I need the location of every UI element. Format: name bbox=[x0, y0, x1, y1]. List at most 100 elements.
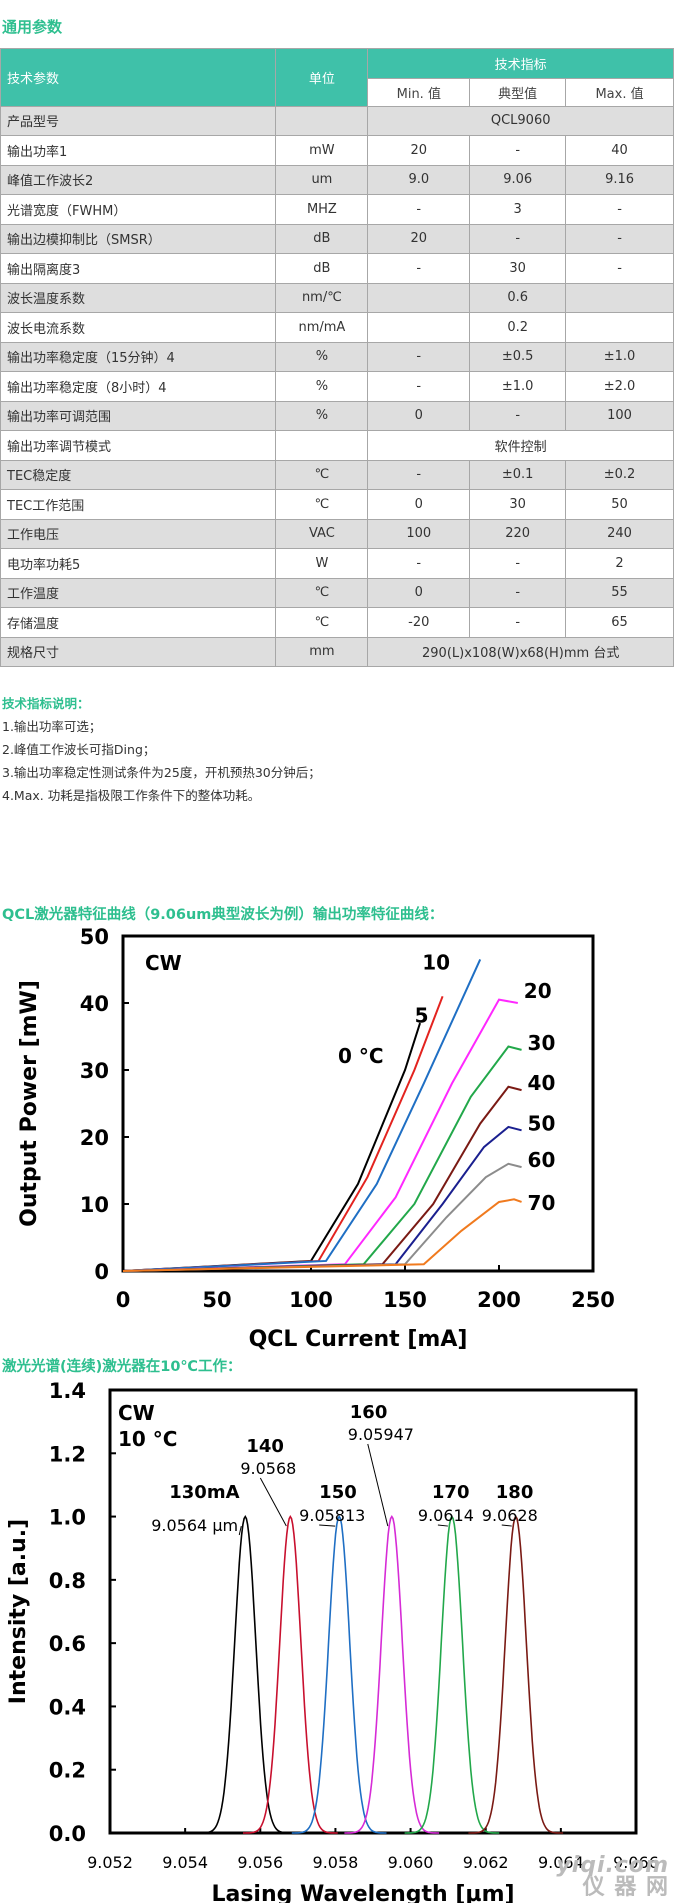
param-min: - bbox=[367, 341, 471, 372]
y-tick-label: 30 bbox=[80, 1059, 109, 1083]
unit-header: 单位 bbox=[275, 48, 369, 107]
temp-label: 10 °C bbox=[118, 1427, 177, 1451]
leader-line bbox=[437, 1524, 448, 1527]
x-tick-label: 9.064 bbox=[538, 1853, 584, 1872]
x-tick-label: 50 bbox=[202, 1288, 231, 1312]
x-tick-label: 150 bbox=[383, 1288, 427, 1312]
spectrum-chart: 9.052 9.054 9.056 9.058 9.060 9.062 9.064 9.066… bbox=[6, 1379, 659, 1903]
mode-label: CW bbox=[145, 951, 182, 975]
series-label: 10 bbox=[422, 950, 450, 974]
table-row: 电功率功耗5 W - -2 bbox=[0, 548, 674, 579]
param-unit: % bbox=[275, 400, 369, 431]
param-name: 输出功率1 bbox=[0, 135, 277, 166]
chart2-title: 激光光谱(连续)激光器在10℃工作： bbox=[2, 1359, 242, 1375]
table-row: 输出功率稳定度（8小时）4% - ±1.0 ±2.0 bbox=[0, 371, 674, 402]
param-max: ±1.0 bbox=[565, 341, 674, 372]
y-tick-label: 0.2 bbox=[49, 1759, 86, 1783]
series-label: 40 bbox=[528, 1071, 556, 1095]
y-tick-label: 40 bbox=[80, 992, 109, 1016]
table-row: 存储温度 ℃ -20-65 bbox=[0, 607, 674, 638]
param-unit: dB bbox=[275, 253, 369, 284]
watermark-line2: 仪 器 网 bbox=[582, 1875, 669, 1900]
param-name: 输出功率可调范围 bbox=[0, 400, 277, 431]
param-unit: ℃ bbox=[275, 459, 369, 490]
table-row: 输出功率1 mW 20-40 bbox=[0, 135, 674, 166]
y-tick-label: 1.4 bbox=[49, 1379, 86, 1403]
leader-line bbox=[367, 1443, 389, 1527]
param-name: 峰值工作波长2 bbox=[0, 164, 277, 195]
table-row: 输出功率可调范围% 0-100 bbox=[0, 400, 674, 431]
param-typ: - bbox=[469, 400, 567, 431]
param-name: 输出功率稳定度（8小时）4 bbox=[0, 371, 277, 402]
table-row: TEC工作范围 ℃ 0 30 50 bbox=[0, 489, 674, 520]
x-tick-label: 0 bbox=[116, 1288, 131, 1312]
param-typ: - bbox=[469, 135, 567, 166]
spectrum-peak bbox=[344, 1515, 440, 1834]
param-min: 9.0 bbox=[367, 164, 471, 195]
notes: 技术指标说明： 1.输出功率可选； 2.峰值工作波长可指Ding； 3.输出功率… bbox=[2, 692, 321, 807]
watermark-logo: yiqi.com 仪 器 网 bbox=[556, 1855, 669, 1899]
peak-wavelength-label: 9.05813 bbox=[299, 1506, 365, 1525]
x-tick-label: 9.060 bbox=[388, 1853, 434, 1872]
param-typ: ±0.5 bbox=[469, 341, 567, 372]
param-header: 技术参数 bbox=[0, 48, 277, 107]
param-name: 输出功率稳定度（15分钟）4 bbox=[0, 341, 277, 372]
param-max: 50 bbox=[565, 489, 674, 520]
param-min: 20 bbox=[367, 135, 471, 166]
param-max: ±0.2 bbox=[565, 459, 674, 490]
param-min: - bbox=[367, 459, 471, 490]
peak-current-label: 130mA bbox=[169, 1482, 239, 1503]
param-name: 波长电流系数 bbox=[0, 312, 277, 343]
typ-header: 典型值 bbox=[469, 77, 567, 107]
peak-wavelength-label: 9.05947 bbox=[348, 1425, 414, 1444]
peak-current-label: 170 bbox=[432, 1482, 470, 1503]
param-min: 0 bbox=[367, 577, 471, 608]
param-unit: nm/℃ bbox=[275, 282, 369, 313]
table-row: TEC稳定度 ℃ - ±0.1 ±0.2 bbox=[0, 459, 674, 490]
param-unit: % bbox=[275, 371, 369, 402]
param-value: 软件控制 bbox=[367, 430, 674, 461]
series-label: 5 bbox=[415, 1003, 429, 1027]
param-max: 100 bbox=[565, 400, 674, 431]
param-max: 9.16 bbox=[565, 164, 674, 195]
param-name: 输出隔离度3 bbox=[0, 253, 277, 284]
param-typ: 9.06 bbox=[469, 164, 567, 195]
x-tick-label: 9.056 bbox=[237, 1853, 283, 1872]
param-name: 规格尺寸 bbox=[0, 636, 277, 667]
param-max: 55 bbox=[565, 577, 674, 608]
note-item: 4.Max. 功耗是指极限工作条件下的整体功耗。 bbox=[2, 788, 261, 803]
leader-line bbox=[259, 1477, 287, 1527]
param-min: 100 bbox=[367, 518, 471, 549]
table-row: 输出隔离度3 dB -30- bbox=[0, 253, 674, 284]
series-label: 70 bbox=[528, 1191, 556, 1215]
table-row: 输出功率稳定度（15分钟）4% - ±0.5 ±1.0 bbox=[0, 341, 674, 372]
x-tick-label: 250 bbox=[571, 1288, 615, 1312]
param-unit: um bbox=[275, 164, 369, 195]
param-unit: MHZ bbox=[275, 194, 369, 225]
param-min: 0 bbox=[367, 400, 471, 431]
param-unit: W bbox=[275, 548, 369, 579]
param-unit: mm bbox=[275, 636, 369, 667]
power-current-chart: 0 50 100 150 200 250 0 10 20 30 40 50 QCL Current [m… bbox=[17, 925, 615, 1352]
x-tick-label: 100 bbox=[289, 1288, 333, 1312]
min-header: Min. 值 bbox=[367, 77, 471, 107]
param-typ: ±1.0 bbox=[469, 371, 567, 402]
param-min: - bbox=[367, 371, 471, 402]
y-tick-label: 1.2 bbox=[49, 1442, 86, 1466]
param-unit: nm/mA bbox=[275, 312, 369, 343]
param-typ: 30 bbox=[469, 253, 567, 284]
y-tick-label: 0.4 bbox=[49, 1695, 86, 1719]
param-min: 0 bbox=[367, 489, 471, 520]
y-tick-label: 20 bbox=[80, 1126, 109, 1150]
param-min: 20 bbox=[367, 223, 471, 254]
y-tick-label: 1.0 bbox=[49, 1506, 86, 1530]
param-value: QCL9060 bbox=[367, 105, 674, 136]
param-max: - bbox=[565, 194, 674, 225]
y-tick-label: 10 bbox=[80, 1193, 109, 1217]
param-min bbox=[367, 312, 471, 343]
param-unit: VAC bbox=[275, 518, 369, 549]
series-label: 50 bbox=[528, 1111, 556, 1135]
y-tick-label: 0.8 bbox=[49, 1569, 86, 1593]
peak-current-label: 160 bbox=[350, 1402, 388, 1423]
table-row: 工作电压 VAC 100 220 240 bbox=[0, 518, 674, 549]
